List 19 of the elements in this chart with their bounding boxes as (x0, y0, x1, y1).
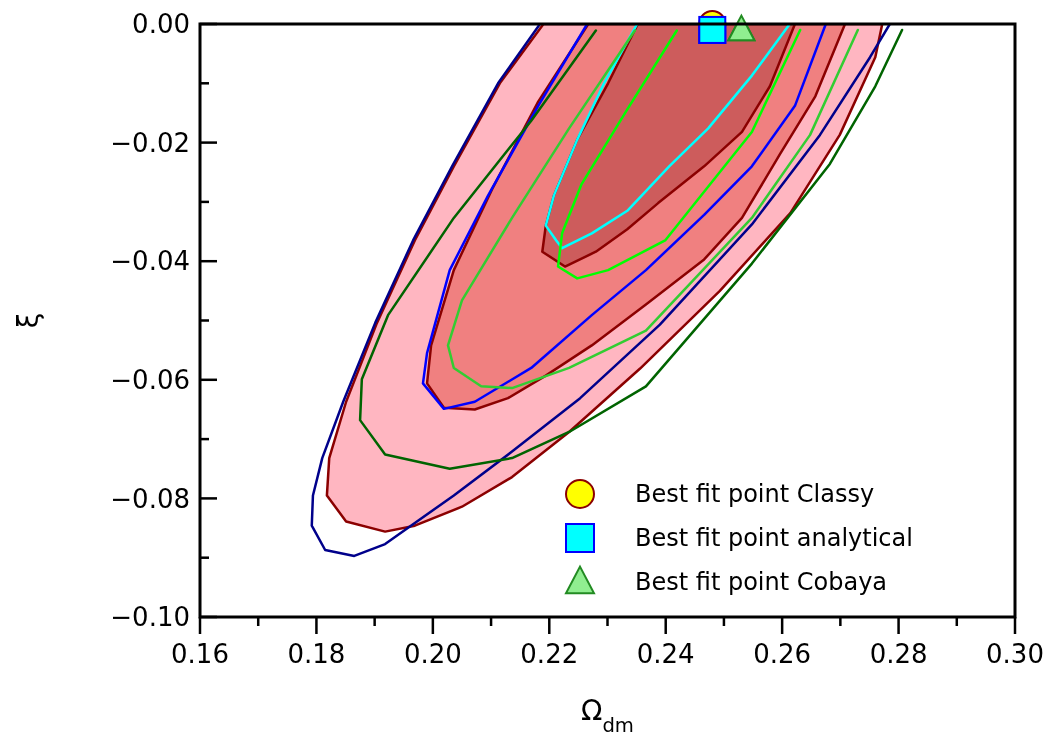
y-axis-title: ξ (12, 312, 45, 329)
x-tick-label: 0.20 (403, 639, 462, 669)
x-tick-label: 0.28 (869, 639, 928, 669)
x-tick-label: 0.24 (636, 639, 695, 669)
x-axis-title: Ω$_{dm}$ (581, 694, 634, 737)
x-tick-label: 0.18 (287, 639, 346, 669)
legend-label: Best fit point Classy (635, 480, 875, 509)
x-tick-label: 0.26 (753, 639, 812, 669)
y-tick-label: −0.10 (110, 602, 190, 633)
y-tick-label: −0.06 (110, 364, 190, 395)
x-tick-label: 0.16 (171, 639, 229, 669)
y-tick-label: −0.02 (110, 127, 190, 158)
y-tick-label: −0.04 (110, 246, 190, 277)
x-tick-label: 0.22 (520, 639, 579, 669)
x-tick-label: 0.30 (986, 639, 1044, 669)
y-tick-label: −0.08 (110, 483, 190, 514)
legend-label: Best fit point Cobaya (635, 568, 888, 597)
y-tick-label: 0.00 (132, 9, 190, 40)
legend-label: Best fit point analytical (635, 524, 913, 553)
